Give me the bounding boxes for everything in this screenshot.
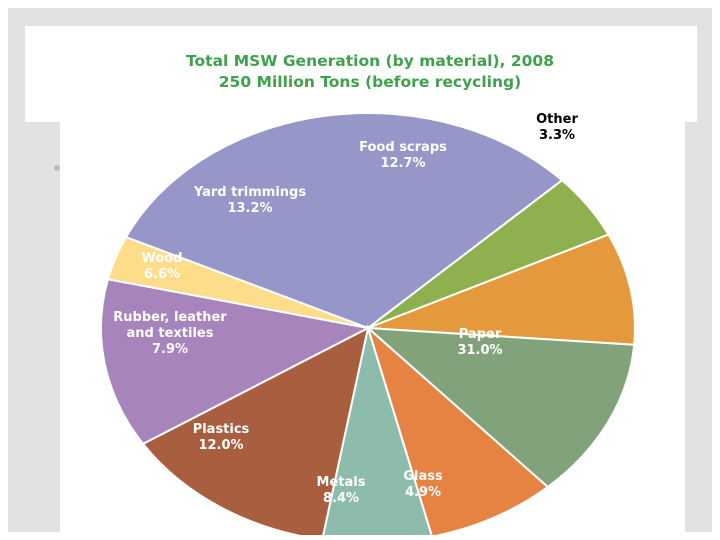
slice-percent: 12.7% [380,156,425,171]
slice-label-text: Rubber, leather [113,310,227,325]
slice-percent: 31.0% [457,343,502,358]
slice-label-other: Other 3.3% [536,112,578,143]
title-placeholder [25,26,697,122]
pie-slice-paper [124,112,564,330]
slice-label-food: Food scraps 12.7% [359,140,447,171]
pie-slice-metals [367,233,636,346]
pie-slice-yard [141,326,370,535]
pie-slice-rubber [366,324,550,535]
slice-percent: 6.6% [144,267,180,282]
pie-slice-food [100,278,372,446]
pie-slice-wood [322,324,433,535]
slice-percent: 7.9% [152,342,188,357]
chart-subtitle: 250 Million Tons (before recycling) [219,73,521,91]
slice-label-text: Food scraps [359,140,447,155]
slice-label-text: Plastics [193,422,250,437]
slice-label-paper: Paper 31.0% [457,327,502,358]
slice-label-yard: Yard trimmings 13.2% [193,185,306,216]
slice-label-text: Paper [459,327,502,342]
slice-label-text: Glass [403,469,443,484]
slice-percent: 13.2% [227,201,272,216]
slice-label-wood: Wood 6.6% [141,251,182,282]
slice-label-glass: Glass 4.9% [403,469,443,500]
slice-label-plastics: Plastics 12.0% [193,422,250,453]
pie-slice-plastics [365,326,636,489]
bullet-point [54,165,60,171]
slice-label-rubber: Rubber, leather and textiles 7.9% [113,310,227,357]
slice-percent: 12.0% [198,438,243,453]
slice-label-text: Yard trimmings [193,185,306,200]
pie-slice-other [106,235,369,329]
slice-label-text: Other [536,112,578,127]
chart-title: Total MSW Generation (by material), 2008 [186,52,554,70]
slice-label-metals: Metals 8.4% [317,475,366,506]
slice-percent: 8.4% [323,491,359,506]
slice-percent: 4.9% [405,485,441,500]
slice-label-text: and textiles [127,326,214,341]
slice-label-text: Wood [141,251,182,266]
pie-chart: Total MSW Generation (by material), 2008… [100,52,636,535]
slice-percent: 3.3% [539,128,575,143]
slice-label-text: Metals [317,475,366,490]
